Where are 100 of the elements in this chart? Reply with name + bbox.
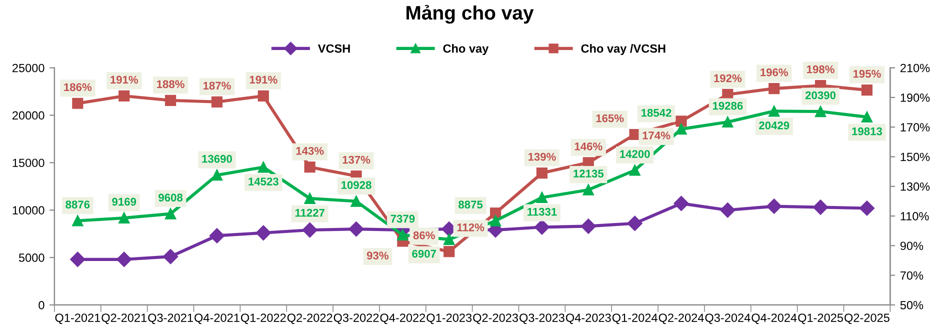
data-label: 93% <box>366 252 388 260</box>
point <box>812 200 828 215</box>
point <box>859 200 875 216</box>
y2-tick-label: 90% <box>900 242 924 250</box>
y-tick-label: 10000 <box>12 206 44 214</box>
point <box>116 252 132 267</box>
data-label: 191% <box>250 76 278 84</box>
x-tick-label: Q1-2025 <box>798 314 844 324</box>
y-tick-label: 0 <box>38 300 44 310</box>
point <box>209 228 225 244</box>
x-tick-label: Q4-2021 <box>194 314 240 324</box>
point <box>580 218 596 234</box>
y-tick-label: 25000 <box>12 64 44 72</box>
x-tick-label: Q4-2024 <box>752 314 797 324</box>
data-label: 10928 <box>342 181 372 189</box>
data-label: 19813 <box>852 127 882 136</box>
data-label: 18542 <box>641 108 672 117</box>
point <box>720 202 736 218</box>
data-label: 195% <box>853 70 881 78</box>
x-tick-label: Q2-2023 <box>473 314 518 324</box>
data-label: 13690 <box>202 154 232 163</box>
data-label: 192% <box>714 74 742 82</box>
point <box>536 167 548 179</box>
point <box>444 234 455 245</box>
x-tick-label: Q2-2022 <box>287 314 332 324</box>
data-label: 139% <box>528 152 556 161</box>
point <box>444 246 455 258</box>
point <box>676 116 687 127</box>
point <box>258 90 269 102</box>
point <box>348 221 364 237</box>
data-label: 188% <box>157 80 184 88</box>
y2-tick-label: 210% <box>900 64 930 72</box>
point <box>258 162 269 173</box>
legend-label: Cho vay <box>443 44 489 56</box>
point <box>211 96 223 108</box>
point <box>861 84 873 96</box>
data-label: 86% <box>413 231 435 240</box>
data-label: 174% <box>642 132 670 140</box>
data-label: 198% <box>807 65 834 74</box>
x-tick-label: Q3-2021 <box>148 314 193 324</box>
point <box>766 198 782 214</box>
point <box>814 106 826 118</box>
legend-label: Cho vay /VCSH <box>581 44 666 56</box>
data-label: 143% <box>296 146 324 155</box>
x-tick-label: Q3-2022 <box>334 314 379 324</box>
y2-tick-label: 130% <box>900 182 930 191</box>
data-label: 187% <box>203 82 231 90</box>
point <box>350 196 362 207</box>
data-label: 7379 <box>390 214 415 223</box>
point <box>768 82 780 94</box>
point <box>302 222 318 238</box>
x-tick-label: Q3-2023 <box>520 314 564 324</box>
data-label: 14523 <box>248 178 278 186</box>
point <box>72 215 84 226</box>
y2-tick-label: 110% <box>900 212 929 220</box>
point <box>304 162 316 173</box>
point <box>304 192 316 204</box>
x-tick-label: Q1-2021 <box>55 314 100 324</box>
point <box>861 111 873 123</box>
data-label: 11227 <box>295 208 324 217</box>
y2-tick-label: 170% <box>900 123 930 132</box>
data-label: 9169 <box>112 198 136 206</box>
x-tick-label: Q1-2022 <box>240 314 286 324</box>
y-tick-label: 5000 <box>18 254 44 262</box>
data-label: 196% <box>760 68 788 76</box>
y2-tick-label: 150% <box>900 152 930 162</box>
data-label: 6907 <box>412 250 436 258</box>
data-label: 20429 <box>759 122 790 130</box>
data-label: 14200 <box>620 150 650 158</box>
point <box>490 215 502 226</box>
x-tick-label: Q2-2024 <box>658 314 704 324</box>
data-label: 8876 <box>66 200 90 208</box>
point <box>118 90 130 102</box>
point <box>211 170 223 181</box>
data-label: 20390 <box>805 91 836 100</box>
data-label: 146% <box>574 142 602 150</box>
legend-label: VCSH <box>318 44 350 53</box>
chart-title: Mảng cho vay <box>406 5 534 24</box>
point <box>768 106 780 117</box>
point <box>536 192 548 204</box>
y-tick-label: 20000 <box>12 111 44 120</box>
point <box>676 124 687 135</box>
point <box>164 208 176 220</box>
x-tick-label: Q4-2022 <box>380 314 426 324</box>
point <box>629 164 640 176</box>
y2-tick-label: 70% <box>900 271 924 280</box>
y-tick-label: 15000 <box>12 158 44 168</box>
point <box>164 94 176 106</box>
x-tick-label: Q3-2024 <box>705 314 750 324</box>
point <box>72 98 84 109</box>
y2-tick-label: 190% <box>900 93 930 102</box>
data-label: 191% <box>110 76 138 84</box>
point <box>674 196 689 212</box>
y2-tick-label: 50% <box>900 300 924 310</box>
point <box>70 252 86 267</box>
data-label: 19286 <box>712 102 743 110</box>
data-label: 112% <box>457 223 484 232</box>
data-label: 11331 <box>528 208 557 216</box>
data-label: 9608 <box>158 194 183 202</box>
x-tick-label: Q4-2023 <box>566 314 611 324</box>
